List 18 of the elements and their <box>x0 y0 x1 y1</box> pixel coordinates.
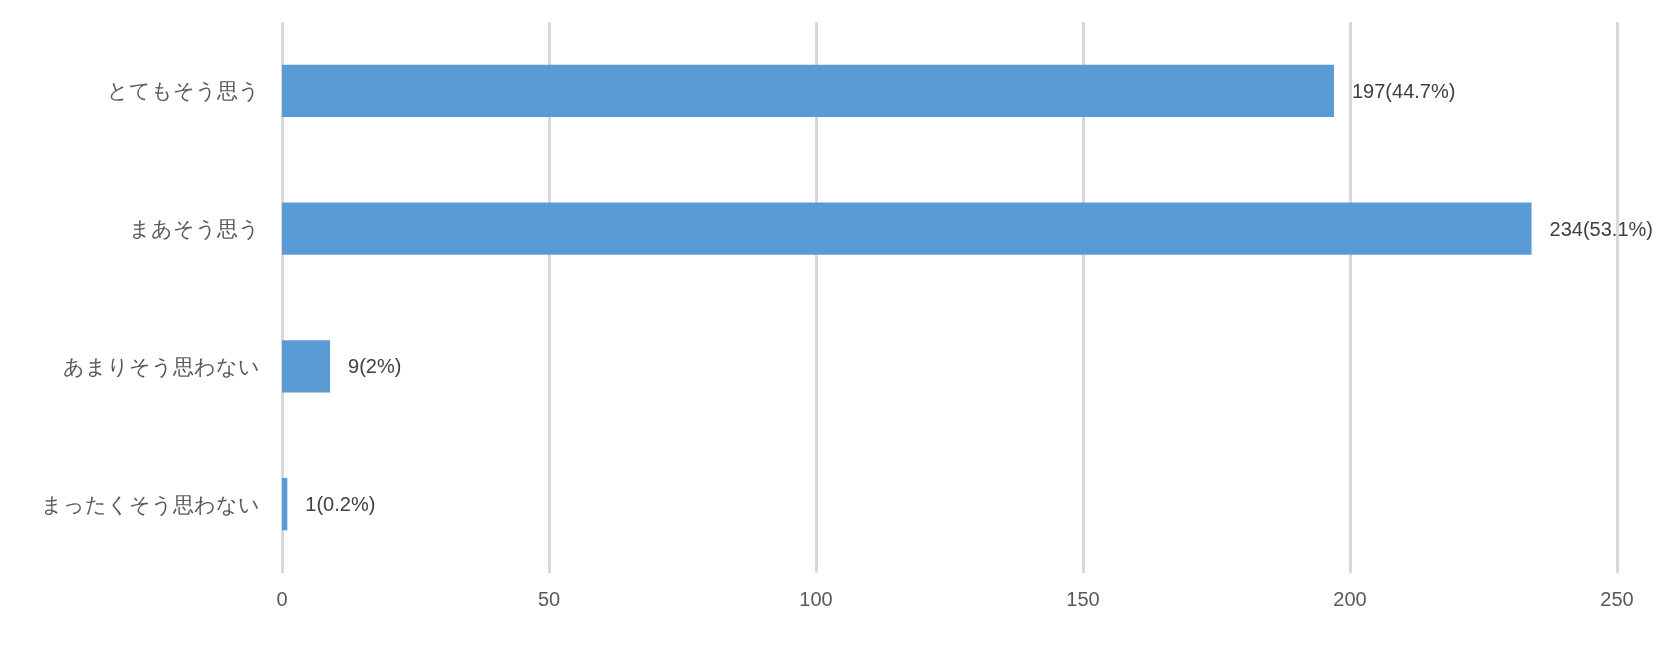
y-tick-label: まあそう思う <box>129 217 260 241</box>
y-tick-label: まったくそう思わない <box>41 492 260 516</box>
data-label: 1(0.2%) <box>305 493 376 516</box>
y-tick-label: とてもそう思う <box>107 79 260 103</box>
x-tick-label: 100 <box>799 588 833 610</box>
y-tick-label: あまりそう思わない <box>63 354 260 378</box>
bar <box>282 202 1532 255</box>
x-tick-label: 0 <box>276 588 288 610</box>
x-tick-label: 200 <box>1333 588 1367 610</box>
x-tick-label: 250 <box>1600 588 1634 610</box>
x-tick-label: 150 <box>1066 588 1100 610</box>
bar <box>282 477 288 531</box>
data-label: 234(53.1%) <box>1549 217 1653 240</box>
data-label: 197(44.7%) <box>1351 79 1456 102</box>
bar <box>282 340 331 393</box>
data-label: 9(2%) <box>348 355 402 378</box>
bar <box>282 64 1334 118</box>
x-tick-label: 50 <box>537 588 561 610</box>
